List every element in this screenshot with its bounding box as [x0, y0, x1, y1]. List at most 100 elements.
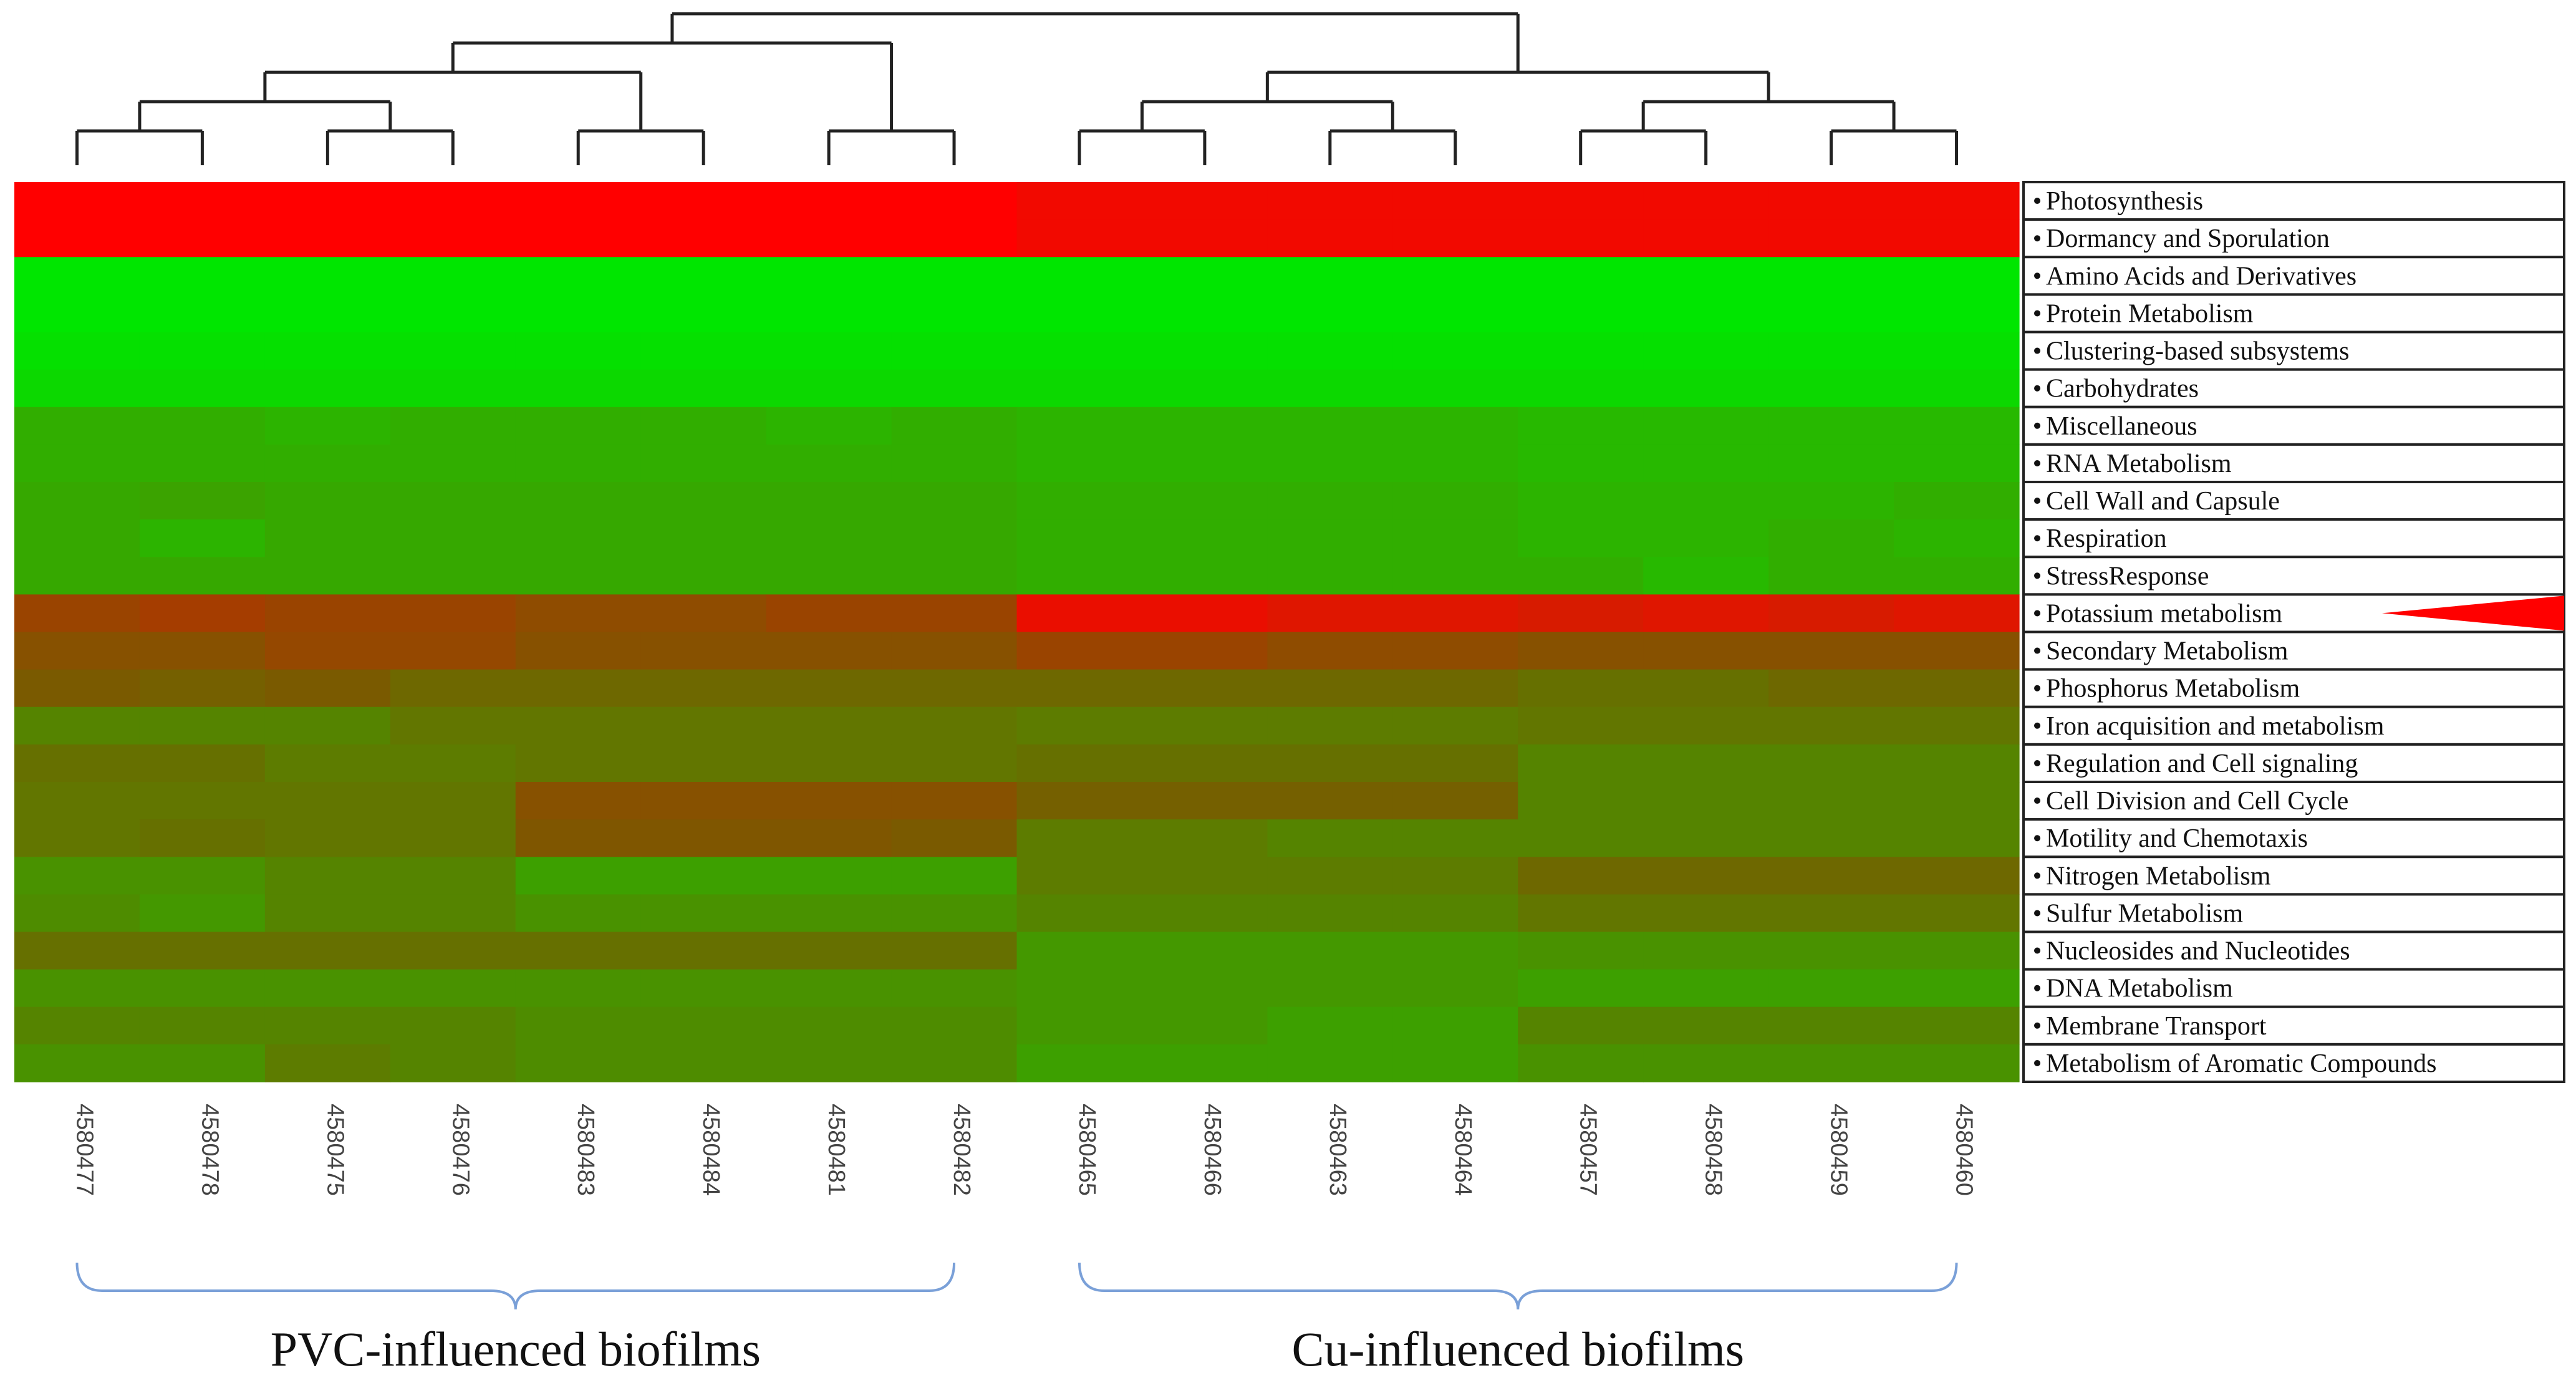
heatmap-cell	[766, 819, 892, 857]
heatmap-cell	[1643, 932, 1769, 970]
heatmap-cell	[1267, 632, 1393, 670]
heatmap-cell	[640, 594, 767, 633]
heatmap-cell	[1267, 894, 1393, 933]
row-bullet	[2034, 835, 2040, 842]
heatmap-cell	[14, 519, 140, 557]
heatmap-cell	[14, 782, 140, 820]
heatmap-cell	[1016, 857, 1143, 895]
sample-label: 4580482	[948, 1104, 975, 1196]
heatmap-cell	[1768, 407, 1894, 445]
sample-label: 4580475	[322, 1104, 348, 1196]
sample-label: 4580466	[1199, 1104, 1225, 1196]
heatmap-cell	[1894, 857, 2020, 895]
heatmap-cell	[139, 819, 266, 857]
heatmap-cell	[1894, 219, 2020, 258]
heatmap-cell	[390, 557, 516, 595]
heatmap-cell	[766, 969, 892, 1008]
heatmap-cell	[390, 1006, 516, 1045]
heatmap-cell	[891, 1044, 1018, 1082]
heatmap-cell	[139, 969, 266, 1008]
row-label-box	[2022, 855, 2565, 896]
row-label-box	[2022, 743, 2565, 784]
heatmap-cell	[1267, 1044, 1393, 1082]
heatmap-cell	[640, 557, 767, 595]
heatmap-cell	[1518, 1044, 1644, 1082]
heatmap-cell	[264, 369, 391, 408]
heatmap-cell	[1894, 369, 2020, 408]
heatmap-cell	[1643, 482, 1769, 520]
heatmap-cell	[1643, 1006, 1769, 1045]
heatmap-cell	[766, 632, 892, 670]
row-label: Carbohydrates	[2046, 375, 2199, 403]
heatmap-cell	[766, 369, 892, 408]
heatmap-cell	[1768, 744, 1894, 783]
heatmap-cell	[1768, 482, 1894, 520]
row-label-box	[2022, 781, 2565, 821]
heatmap-cell	[14, 857, 140, 895]
heatmap-cell	[640, 294, 767, 333]
heatmap-cell	[1016, 557, 1143, 595]
heatmap-cell	[766, 744, 892, 783]
heatmap-cell	[1643, 407, 1769, 445]
row-label-box	[2022, 218, 2565, 259]
heatmap-cell	[1392, 857, 1518, 895]
heatmap-cell	[1267, 932, 1393, 970]
heatmap-cell	[1142, 894, 1268, 933]
heatmap-cell	[640, 894, 767, 933]
heatmap-cell	[139, 1006, 266, 1045]
heatmap-cell	[1267, 706, 1393, 745]
heatmap-cell	[1894, 257, 2020, 295]
heatmap-cell	[1643, 557, 1769, 595]
heatmap-cell	[766, 1044, 892, 1082]
heatmap-cell	[1768, 519, 1894, 557]
heatmap-cell	[390, 407, 516, 445]
heatmap-cell	[891, 932, 1018, 970]
heatmap-cell	[1894, 182, 2020, 220]
heatmap-cell	[1267, 519, 1393, 557]
heatmap-cell	[766, 219, 892, 258]
heatmap-cell	[1267, 294, 1393, 333]
heatmap-cell	[1768, 557, 1894, 595]
sample-label: 4580459	[1826, 1104, 1852, 1196]
heatmap-cell	[1267, 369, 1393, 408]
heatmap-cell	[1267, 257, 1393, 295]
heatmap-cell	[640, 444, 767, 483]
heatmap-cell	[390, 969, 516, 1008]
heatmap-cell	[891, 782, 1018, 820]
heatmap-cell	[1643, 219, 1769, 258]
heatmap-cell	[139, 407, 266, 445]
heatmap-cell	[1392, 706, 1518, 745]
heatmap-cell	[891, 257, 1018, 295]
row-label: Dormancy and Sporulation	[2046, 224, 2330, 253]
heatmap-cell	[515, 519, 642, 557]
heatmap-cell	[14, 332, 140, 370]
heatmap-cell	[1768, 932, 1894, 970]
heatmap-cell	[1643, 706, 1769, 745]
heatmap-cell	[264, 969, 391, 1008]
row-label: Potassium metabolism	[2046, 599, 2283, 628]
heatmap-cell	[390, 819, 516, 857]
heatmap-cell	[14, 932, 140, 970]
row-label: DNA Metabolism	[2046, 975, 2233, 1003]
heatmap-cell	[1267, 782, 1393, 820]
row-label-box	[2022, 481, 2565, 521]
heatmap-cell	[390, 1044, 516, 1082]
row-label: Cell Wall and Capsule	[2046, 487, 2280, 516]
heatmap-cell	[515, 482, 642, 520]
heatmap-cell	[640, 782, 767, 820]
heatmap-cell	[139, 744, 266, 783]
heatmap-cell	[264, 594, 391, 633]
heatmap-cell	[766, 1006, 892, 1045]
heatmap-cell	[891, 407, 1018, 445]
heatmap-cell	[1894, 706, 2020, 745]
heatmap-cell	[139, 1044, 266, 1082]
row-bullet	[2034, 1059, 2040, 1066]
heatmap-cell	[1142, 669, 1268, 708]
heatmap-cell	[1267, 1006, 1393, 1045]
heatmap-cell	[1768, 444, 1894, 483]
row-bullet	[2034, 685, 2040, 692]
heatmap-cell	[139, 332, 266, 370]
heatmap-cell	[390, 594, 516, 633]
row-label-box	[2022, 705, 2565, 746]
heatmap-cell	[1643, 294, 1769, 333]
